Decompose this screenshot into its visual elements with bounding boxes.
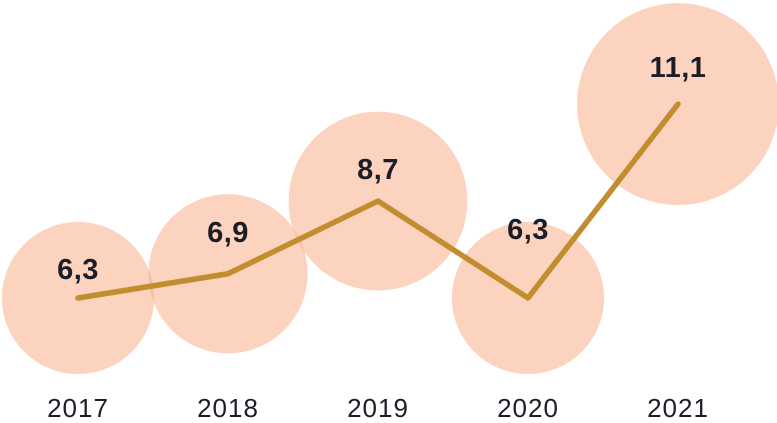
value-label-2017: 6,3 bbox=[57, 254, 99, 286]
x-axis-label-2018: 2018 bbox=[197, 393, 259, 423]
value-label-2018: 6,9 bbox=[207, 217, 249, 249]
trend-line bbox=[75, 101, 681, 301]
x-axis-label-2021: 2021 bbox=[647, 393, 709, 423]
value-label-2019: 8,7 bbox=[357, 154, 399, 186]
value-label-2020: 6,3 bbox=[507, 214, 549, 246]
x-axis-label-2019: 2019 bbox=[347, 393, 409, 423]
x-axis-label-2017: 2017 bbox=[47, 393, 109, 423]
x-axis-label-2020: 2020 bbox=[497, 393, 559, 423]
value-label-2021: 11,1 bbox=[650, 52, 707, 84]
